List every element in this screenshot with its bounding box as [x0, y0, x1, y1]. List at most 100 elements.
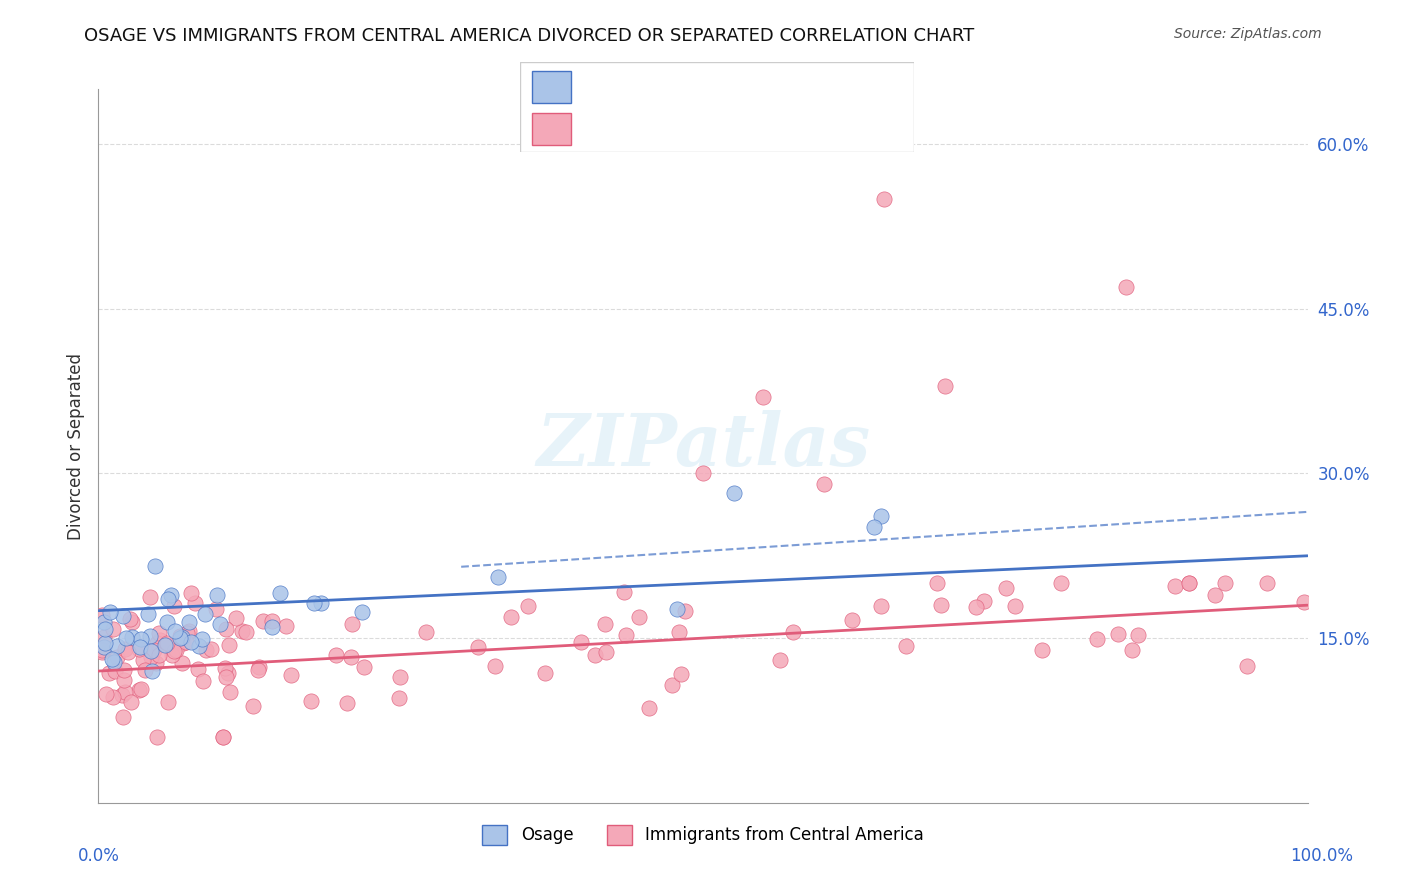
Point	[105, 639, 128, 653]
Point	[247, 663, 270, 677]
Text: R = 0.249   N = 129: R = 0.249 N = 129	[583, 120, 751, 138]
Point	[105, 649, 128, 664]
Text: 0.0%: 0.0%	[77, 847, 120, 865]
Point	[869, 599, 891, 613]
Point	[752, 390, 775, 404]
Point	[97, 666, 120, 681]
Point	[1204, 589, 1226, 603]
Point	[309, 596, 332, 610]
Point	[183, 596, 205, 610]
Point	[336, 696, 359, 710]
Point	[1236, 659, 1258, 673]
Point	[90, 643, 112, 657]
Point	[965, 599, 987, 614]
Point	[101, 622, 124, 636]
Point	[692, 467, 714, 481]
Point	[1128, 628, 1150, 642]
Point	[120, 695, 142, 709]
Point	[1085, 632, 1108, 646]
Point	[143, 558, 166, 573]
Point	[260, 614, 283, 628]
Point	[666, 602, 689, 616]
Point	[146, 730, 169, 744]
Point	[340, 650, 363, 665]
Point	[212, 730, 235, 744]
Text: OSAGE VS IMMIGRANTS FROM CENTRAL AMERICA DIVORCED OR SEPARATED CORRELATION CHART: OSAGE VS IMMIGRANTS FROM CENTRAL AMERICA…	[84, 27, 974, 45]
Point	[638, 700, 661, 714]
Point	[353, 660, 375, 674]
Point	[172, 630, 194, 644]
Point	[169, 629, 191, 643]
Point	[90, 608, 112, 623]
Point	[179, 624, 201, 638]
Point	[668, 625, 690, 640]
Point	[325, 648, 347, 662]
Point	[467, 640, 489, 654]
Point	[1031, 643, 1053, 657]
Point	[142, 643, 165, 657]
Text: Source: ZipAtlas.com: Source: ZipAtlas.com	[1174, 27, 1322, 41]
Point	[94, 622, 117, 636]
Point	[252, 614, 274, 628]
Point	[613, 585, 636, 599]
Point	[280, 668, 302, 682]
Point	[388, 691, 411, 706]
Point	[112, 673, 135, 687]
Point	[534, 665, 557, 680]
Point	[671, 666, 693, 681]
Point	[583, 648, 606, 662]
FancyBboxPatch shape	[520, 62, 914, 152]
Point	[782, 624, 804, 639]
Point	[873, 192, 896, 206]
Point	[215, 622, 238, 636]
Point	[115, 631, 138, 645]
Point	[231, 624, 253, 638]
Point	[517, 599, 540, 613]
Point	[148, 648, 170, 662]
Point	[194, 607, 217, 622]
Point	[723, 486, 745, 500]
Point	[217, 666, 239, 681]
Point	[139, 650, 162, 665]
Point	[104, 664, 127, 678]
Point	[129, 681, 152, 696]
Legend: Osage, Immigrants from Central America: Osage, Immigrants from Central America	[475, 818, 931, 852]
FancyBboxPatch shape	[531, 113, 571, 145]
Point	[934, 378, 956, 392]
Point	[1115, 280, 1137, 294]
Point	[153, 638, 176, 652]
Point	[593, 616, 616, 631]
Point	[194, 643, 217, 657]
Point	[863, 520, 886, 534]
Point	[180, 586, 202, 600]
Point	[176, 626, 198, 640]
Point	[156, 615, 179, 629]
Point	[896, 639, 918, 653]
Point	[128, 642, 150, 657]
Point	[157, 591, 180, 606]
Point	[134, 663, 156, 677]
Point	[1178, 576, 1201, 591]
Point	[1215, 576, 1237, 591]
Point	[247, 660, 270, 674]
Point	[112, 608, 135, 623]
Point	[841, 613, 863, 627]
Point	[93, 615, 115, 629]
Point	[90, 645, 112, 659]
Point	[191, 632, 214, 646]
Point	[93, 630, 115, 644]
Point	[145, 636, 167, 650]
Point	[813, 477, 835, 491]
Point	[156, 636, 179, 650]
Point	[415, 625, 437, 640]
Point	[260, 620, 283, 634]
Point	[156, 638, 179, 652]
Point	[98, 605, 121, 619]
Point	[149, 633, 172, 648]
Point	[169, 631, 191, 645]
Point	[301, 694, 323, 708]
Point	[139, 629, 162, 643]
Text: 100.0%: 100.0%	[1291, 847, 1353, 865]
Point	[118, 612, 141, 626]
Point	[973, 593, 995, 607]
